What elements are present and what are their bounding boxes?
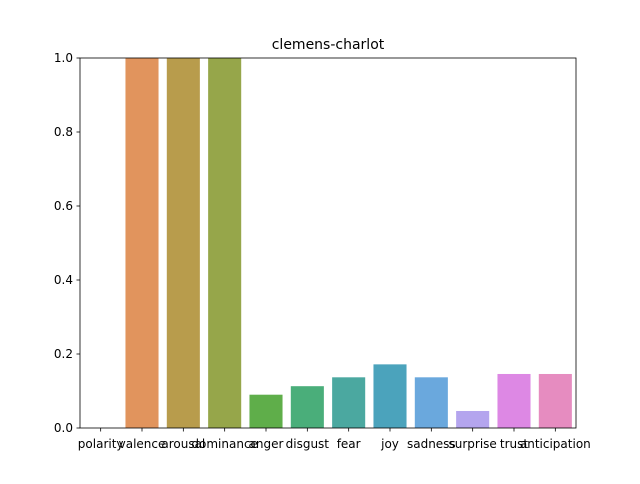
x-tick-label: anticipation bbox=[520, 437, 591, 451]
bar-arousal bbox=[166, 58, 200, 428]
x-tick-label: sadness bbox=[407, 437, 456, 451]
bar-disgust bbox=[290, 386, 324, 428]
x-tick-label: joy bbox=[380, 437, 399, 451]
chart-title: clemens-charlot bbox=[272, 37, 385, 53]
x-tick-label: disgust bbox=[286, 437, 330, 451]
bar-dominance bbox=[208, 58, 242, 428]
bar-sadness bbox=[414, 377, 448, 428]
y-tick-label: 0.2 bbox=[54, 347, 73, 361]
bar-trust bbox=[497, 373, 531, 428]
y-tick-label: 1.0 bbox=[54, 51, 73, 65]
bars-group bbox=[125, 58, 572, 428]
y-tick-label: 0.8 bbox=[54, 125, 73, 139]
x-tick-label: polarity bbox=[78, 437, 124, 451]
y-axis: 0.0 0.2 0.4 0.6 0.8 1.0 bbox=[54, 51, 80, 435]
y-tick-label: 0.4 bbox=[54, 273, 73, 287]
x-tick-label: dominance bbox=[191, 437, 258, 451]
x-tick-label: anger bbox=[249, 437, 284, 451]
x-tick-label: fear bbox=[337, 437, 361, 451]
bar-fear bbox=[332, 377, 366, 428]
x-tick-label: valence bbox=[119, 437, 166, 451]
bar-anticipation bbox=[538, 373, 572, 428]
bar-valence bbox=[125, 58, 159, 428]
bar-surprise bbox=[456, 410, 490, 428]
x-tick-label: surprise bbox=[449, 437, 497, 451]
x-tick-label: trust bbox=[500, 437, 528, 451]
bar-joy bbox=[373, 364, 407, 428]
x-tick-label: arousal bbox=[161, 437, 205, 451]
y-tick-label: 0.0 bbox=[54, 421, 73, 435]
y-tick-label: 0.6 bbox=[54, 199, 73, 213]
bar-anger bbox=[249, 394, 283, 428]
plot-frame bbox=[79, 57, 577, 429]
